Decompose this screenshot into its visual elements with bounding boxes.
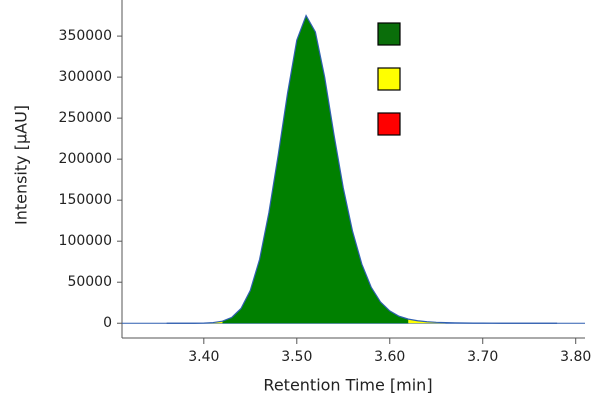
peak-area — [203, 319, 446, 324]
x-tick-label: 3.60 — [374, 349, 405, 365]
legend-swatch — [377, 112, 401, 136]
y-tick-label: 150000 — [59, 192, 112, 208]
legend-swatch — [377, 67, 401, 91]
x-tick-label: 3.80 — [560, 349, 591, 365]
y-tick-label: 200000 — [59, 151, 112, 167]
x-tick-label: 3.50 — [281, 349, 312, 365]
y-tick-label: 350000 — [59, 28, 112, 44]
x-tick-label: 3.70 — [467, 349, 498, 365]
y-tick-label: 250000 — [59, 110, 112, 126]
y-axis-title: Intensity [µAU] — [12, 105, 31, 225]
y-tick-label: 0 — [103, 315, 112, 331]
y-tick-label: 50000 — [67, 274, 112, 290]
x-axis-title: Retention Time [min] — [263, 376, 432, 395]
legend-swatch — [377, 22, 401, 46]
y-tick-label: 300000 — [59, 69, 112, 85]
signal-line — [166, 14, 558, 324]
y-tick-label: 100000 — [59, 233, 112, 249]
x-tick-label: 3.40 — [188, 349, 219, 365]
peak-area — [222, 15, 409, 324]
